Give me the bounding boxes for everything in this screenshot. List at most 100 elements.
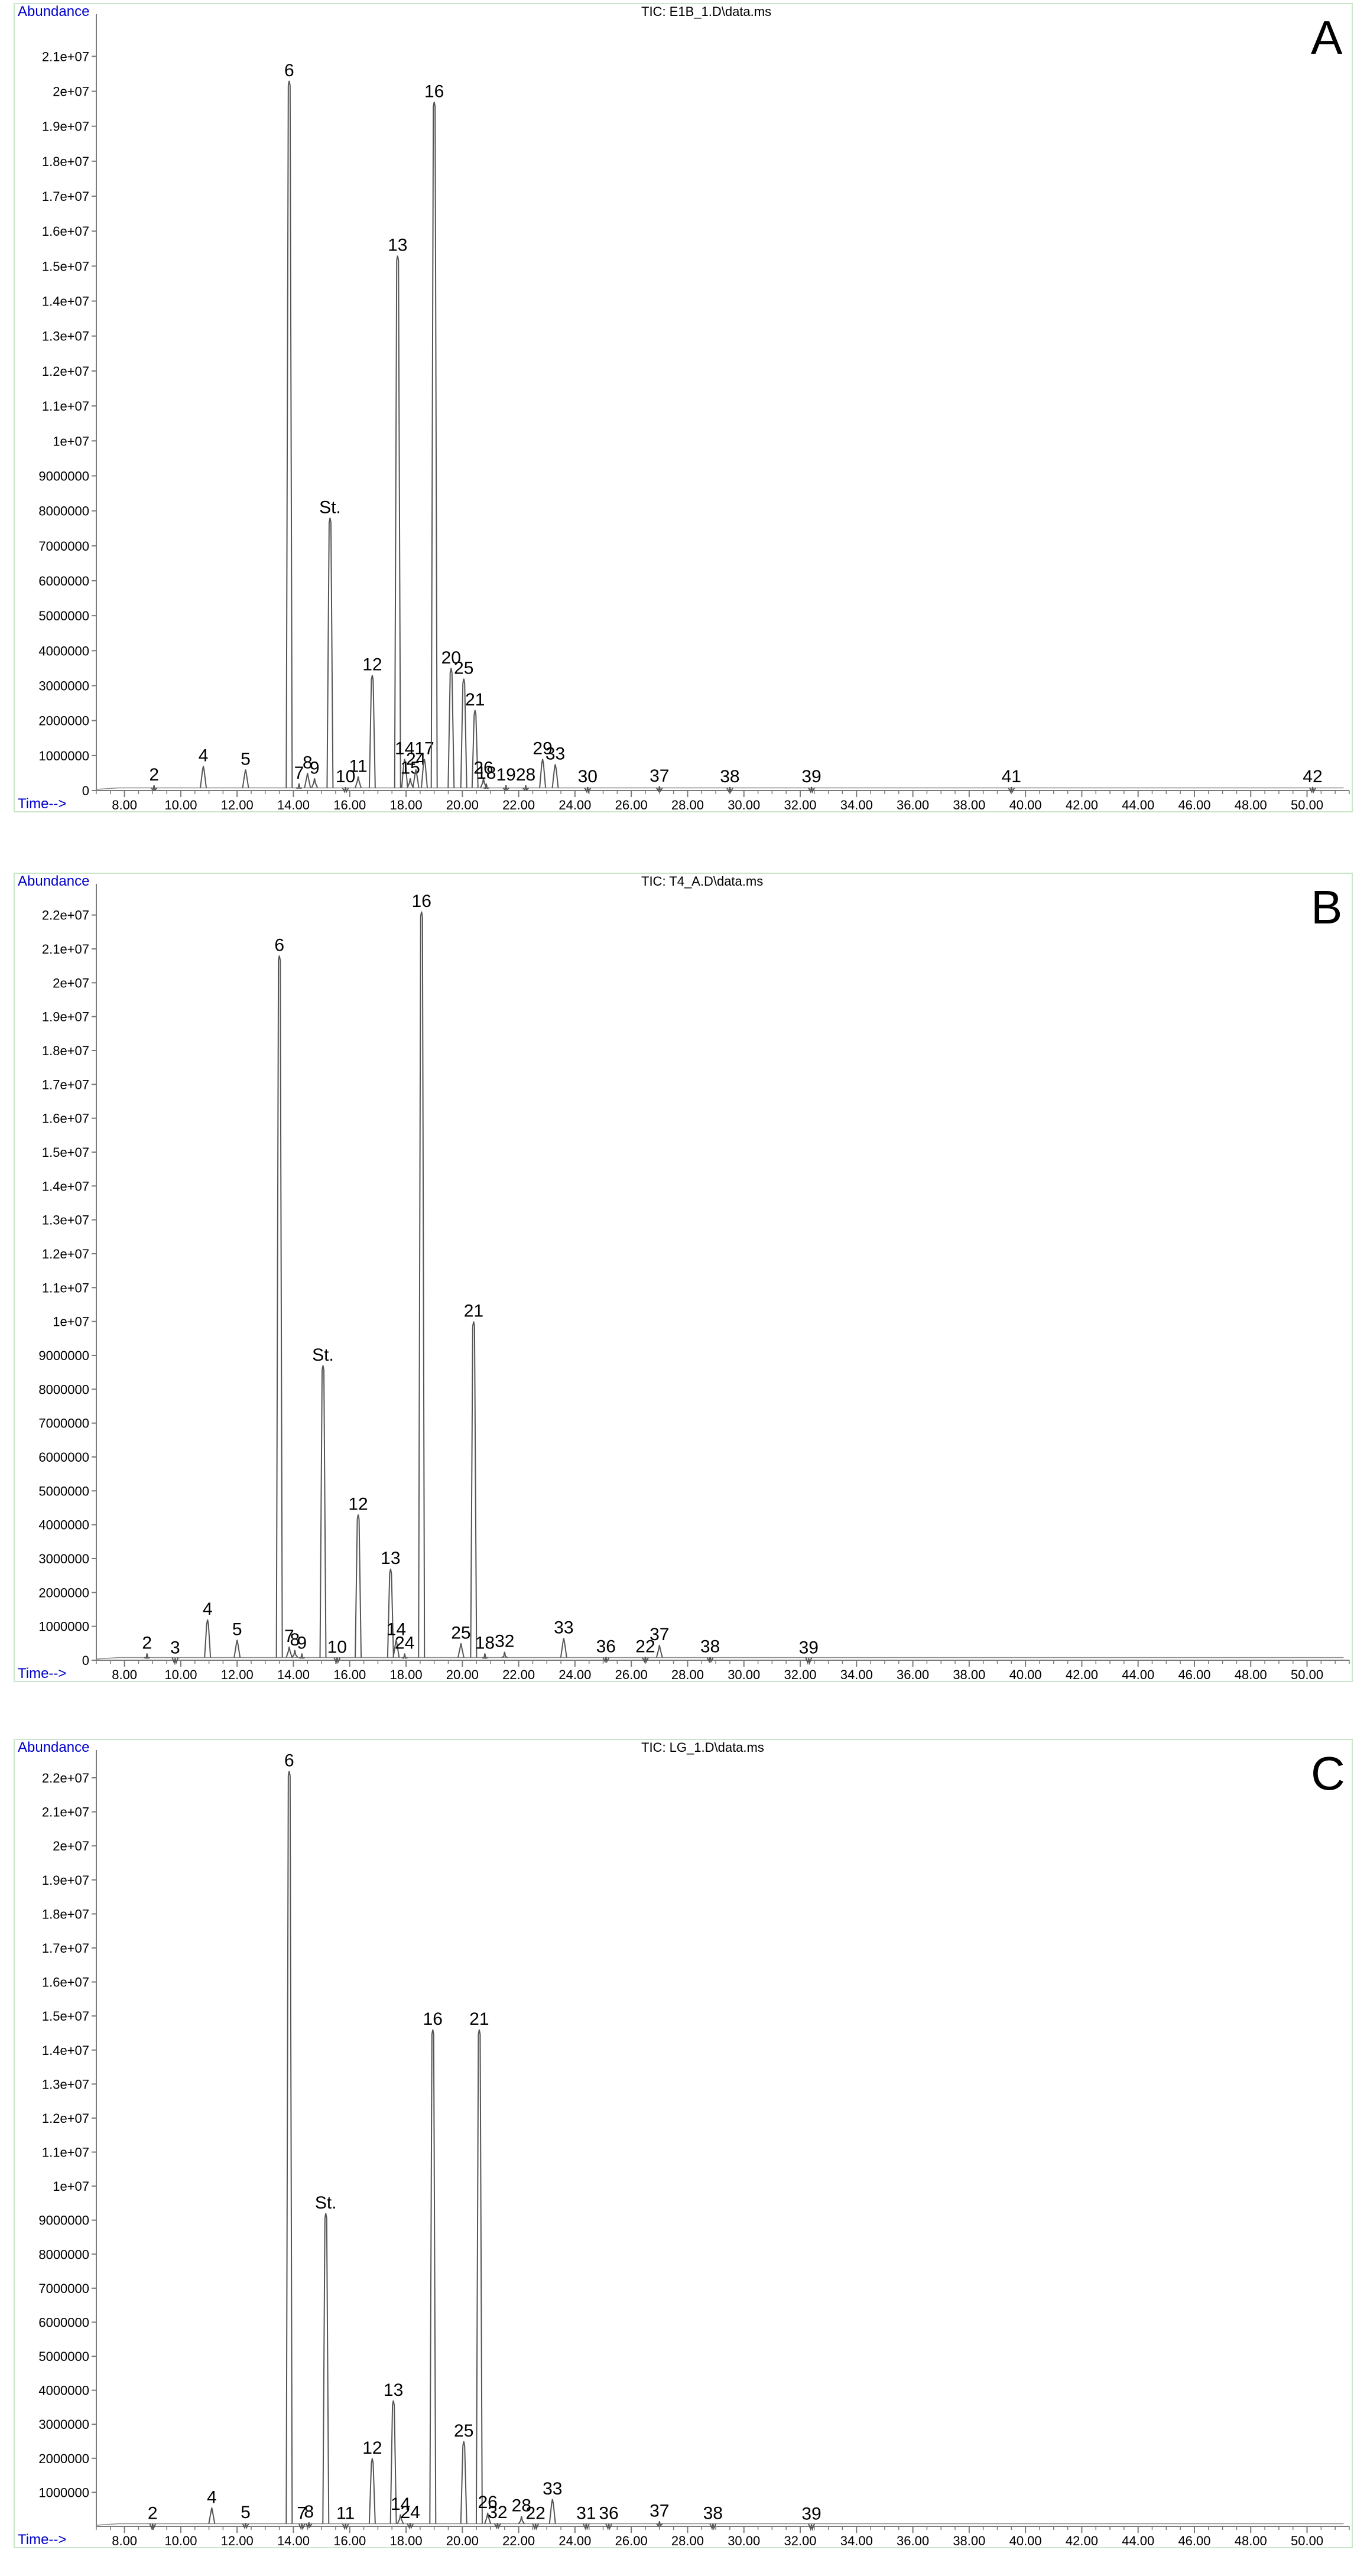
chart-panel-c: Abundance TIC: LG_1.D\data.ms C Time--> … xyxy=(14,1739,1353,2548)
peak-label: 31 xyxy=(576,2503,596,2523)
peak-mark xyxy=(397,2514,404,2524)
peak-label: 10 xyxy=(327,1637,347,1657)
peak-mark xyxy=(706,1657,714,1664)
y-tick-label: 4000000 xyxy=(38,643,89,658)
peak-mark xyxy=(655,1645,663,1658)
peak-label: 33 xyxy=(545,744,565,764)
peak-label: 25 xyxy=(454,2421,473,2441)
peak-mark xyxy=(394,255,401,788)
x-tick-label: 40.00 xyxy=(1009,2533,1042,2548)
x-tick-label: 38.00 xyxy=(953,798,985,812)
y-tick-label: 1e+07 xyxy=(53,2179,89,2194)
y-tick-label: 5000000 xyxy=(38,2349,89,2364)
x-tick-label: 50.00 xyxy=(1291,798,1323,812)
peak-label: 36 xyxy=(599,2503,618,2523)
x-tick-label: 14.00 xyxy=(277,1667,310,1682)
peak-label: 33 xyxy=(554,1618,573,1638)
peak-mark xyxy=(457,1643,465,1658)
peak-label: 26 xyxy=(473,758,493,778)
peak-label: 7 xyxy=(284,1627,294,1646)
y-tick-label: 1.1e+07 xyxy=(42,1280,89,1295)
peak-label: 5 xyxy=(232,1620,242,1640)
y-tick-label: 1.8e+07 xyxy=(42,1907,89,1921)
y-tick-label: 2e+07 xyxy=(53,84,89,99)
peak-mark xyxy=(430,102,438,788)
x-tick-label: 32.00 xyxy=(784,1667,816,1682)
peak-mark xyxy=(502,785,509,792)
peak-mark xyxy=(368,2458,376,2524)
y-tick-label: 1000000 xyxy=(38,749,89,763)
x-tick-label: 20.00 xyxy=(446,1667,479,1682)
baseline-trace xyxy=(96,2523,1344,2526)
peak-mark xyxy=(171,1657,179,1666)
peak-label: 3 xyxy=(170,1638,180,1658)
y-tick-label: 1.6e+07 xyxy=(42,1975,89,1990)
y-tick-label: 2.2e+07 xyxy=(42,908,89,923)
x-tick-label: 48.00 xyxy=(1235,2533,1267,2548)
x-tick-label: 26.00 xyxy=(615,2533,648,2548)
panel-letter: A xyxy=(1311,11,1343,64)
x-tick-label: 8.00 xyxy=(112,2533,137,2548)
y-tick-label: 3000000 xyxy=(38,2417,89,2432)
peak-label: 16 xyxy=(424,82,444,101)
x-tick-label: 44.00 xyxy=(1122,2533,1154,2548)
peak-label: 37 xyxy=(650,766,669,786)
peak-label: 11 xyxy=(336,2503,355,2523)
peak-label: 26 xyxy=(478,2493,498,2512)
peak-label: 25 xyxy=(451,1623,470,1642)
chart-panel-b: Abundance TIC: T4_A.D\data.ms B Time--> … xyxy=(14,873,1353,1682)
x-tick-label: 32.00 xyxy=(784,798,816,812)
peak-label: 36 xyxy=(596,1637,616,1656)
x-tick-label: 42.00 xyxy=(1066,1667,1098,1682)
x-tick-label: 50.00 xyxy=(1291,2533,1323,2548)
peak-mark xyxy=(355,1514,362,1658)
peak-mark xyxy=(412,769,420,788)
y-tick-label: 8000000 xyxy=(38,1382,89,1397)
peak-label: 5 xyxy=(241,749,251,769)
y-tick-label: 1.2e+07 xyxy=(42,1247,89,1261)
y-tick-label: 1.1e+07 xyxy=(42,2145,89,2160)
x-tick-label: 18.00 xyxy=(390,798,423,812)
peak-mark xyxy=(447,668,455,788)
peak-label: 2 xyxy=(142,1634,152,1653)
x-tick-label: 22.00 xyxy=(502,2533,535,2548)
peak-label: 6 xyxy=(274,935,284,955)
peak-mark xyxy=(368,675,376,788)
peak-mark xyxy=(460,2441,467,2524)
peak-mark xyxy=(200,766,207,788)
peak-mark xyxy=(1309,786,1316,794)
peak-mark xyxy=(539,759,547,788)
y-tick-label: 2000000 xyxy=(38,1585,89,1600)
peak-label: 19 xyxy=(496,765,515,785)
peak-mark xyxy=(518,2516,525,2525)
peak-mark xyxy=(149,2523,157,2531)
peak-mark xyxy=(808,2523,816,2532)
peak-label: 28 xyxy=(516,765,535,785)
peak-mark xyxy=(470,1321,478,1658)
x-tick-label: 18.00 xyxy=(390,2533,423,2548)
peak-label: 12 xyxy=(362,2438,382,2458)
peak-mark xyxy=(285,80,293,788)
x-tick-label: 24.00 xyxy=(559,2533,591,2548)
peak-label: 2 xyxy=(149,765,159,785)
x-tick-label: 16.00 xyxy=(333,2533,366,2548)
x-tick-label: 10.00 xyxy=(164,798,197,812)
peak-mark xyxy=(242,2523,249,2530)
peak-label: 4 xyxy=(199,746,209,766)
y-axis-title: Abundance xyxy=(18,873,89,889)
peak-mark xyxy=(298,2523,306,2531)
peak-mark xyxy=(484,2512,492,2524)
x-tick-label: 26.00 xyxy=(615,1667,648,1682)
peak-label: 32 xyxy=(495,1632,514,1651)
peak-mark xyxy=(319,1365,327,1658)
peak-mark xyxy=(522,785,530,792)
peak-mark xyxy=(551,764,559,788)
peak-label: 22 xyxy=(526,2503,545,2523)
peak-mark xyxy=(150,785,158,792)
y-tick-label: 1.9e+07 xyxy=(42,119,89,134)
peak-mark xyxy=(333,1657,341,1664)
x-tick-label: 34.00 xyxy=(840,1667,873,1682)
x-tick-label: 26.00 xyxy=(615,798,648,812)
peak-label: St. xyxy=(319,497,341,517)
peak-mark xyxy=(392,1640,400,1658)
